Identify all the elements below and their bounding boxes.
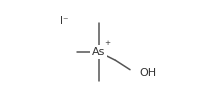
Text: I⁻: I⁻ (60, 16, 68, 26)
Text: As: As (92, 47, 105, 57)
Text: +: + (104, 40, 110, 46)
Text: OH: OH (139, 68, 156, 78)
